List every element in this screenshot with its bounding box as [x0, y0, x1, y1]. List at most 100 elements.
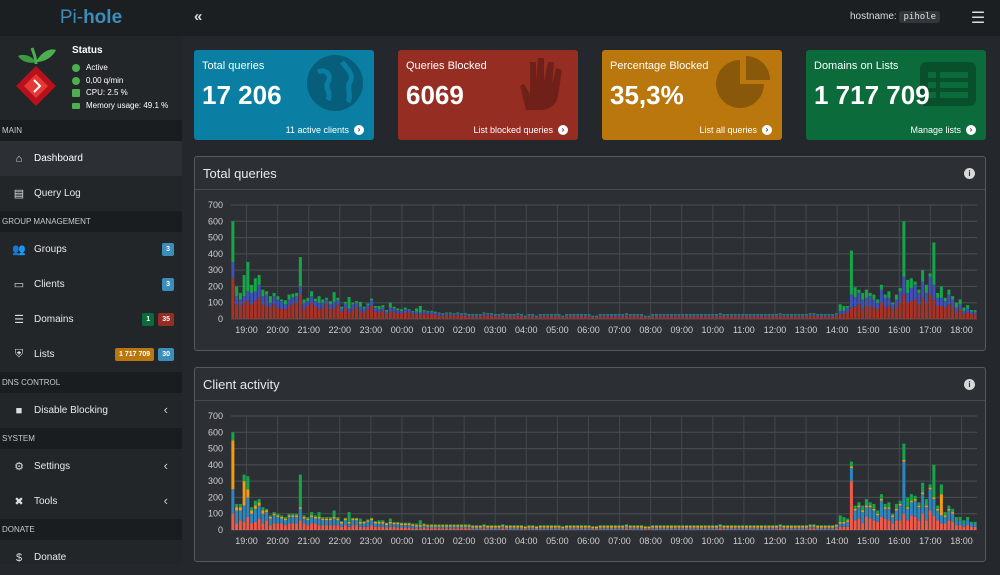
- bar-segment: [535, 316, 539, 318]
- sidebar-item-clients[interactable]: ▭ Clients 3: [0, 267, 182, 302]
- bar-segment: [381, 520, 385, 522]
- bar-segment: [415, 526, 419, 529]
- bar-segment: [737, 314, 741, 317]
- sidebar-item-settings[interactable]: ⚙ Settings ‹: [0, 449, 182, 484]
- bar-segment: [362, 306, 366, 309]
- bar-segment: [475, 314, 479, 317]
- bar-segment: [343, 520, 347, 526]
- bar-segment: [373, 305, 377, 308]
- info-icon[interactable]: i: [964, 168, 975, 179]
- sidebar-item-domains[interactable]: ☰ Domains 1 35: [0, 302, 182, 337]
- sidebar-item-dashboard[interactable]: ⌂ Dashboard: [0, 141, 182, 176]
- bar-segment: [407, 312, 411, 319]
- bar-segment: [864, 507, 868, 517]
- card-footer-link[interactable]: List all queries ›: [699, 125, 772, 135]
- bar-segment: [550, 529, 554, 530]
- bar-segment: [287, 523, 291, 530]
- bar-segment: [400, 313, 404, 319]
- bar-segment: [759, 314, 763, 315]
- bar-segment: [684, 527, 688, 530]
- bar-segment: [624, 526, 628, 529]
- bar-segment: [703, 316, 707, 319]
- sidebar-item-groups[interactable]: 👥 Groups 3: [0, 232, 182, 267]
- bar-segment: [535, 529, 539, 530]
- bar-segment: [801, 316, 805, 319]
- bar-segment: [876, 309, 880, 319]
- bar-segment: [628, 314, 632, 315]
- bar-segment: [467, 524, 471, 526]
- bar-segment: [295, 513, 299, 516]
- bar-segment: [887, 502, 891, 508]
- bar-segment: [505, 525, 509, 526]
- brand-logo[interactable]: Pi-hole: [0, 0, 182, 36]
- sidebar-toggle-button[interactable]: «: [194, 8, 203, 25]
- bar-segment: [714, 525, 718, 528]
- bar-segment: [868, 518, 872, 530]
- bar-segment: [658, 529, 662, 530]
- bar-segment: [261, 296, 265, 305]
- x-tick-label: 05:00: [546, 325, 569, 335]
- bar-segment: [636, 316, 640, 319]
- bar-segment: [467, 316, 471, 319]
- bar-segment: [287, 515, 291, 517]
- bar-segment: [265, 305, 269, 319]
- card-footer-link[interactable]: List blocked queries ›: [473, 125, 568, 135]
- bar-segment: [729, 529, 733, 530]
- bar-segment: [441, 526, 445, 529]
- bar-segment: [445, 312, 449, 314]
- bar-segment: [272, 296, 276, 305]
- card-domains-on-lists: Domains on Lists 1 717 709 Manage lists ›: [806, 50, 986, 140]
- bar-segment: [846, 312, 850, 319]
- sidebar-item-donate[interactable]: $ Donate: [0, 540, 182, 575]
- panel-total-queries: Total queries i 0 100 200 300 400 500 600 700 19…: [194, 156, 986, 351]
- bar-segment: [321, 518, 325, 521]
- bar-segment: [538, 527, 542, 530]
- bar-segment: [598, 525, 602, 526]
- bar-segment: [703, 529, 707, 530]
- sidebar-item-lists[interactable]: ⛨ Lists 1 717 709 30: [0, 337, 182, 372]
- bar-segment: [523, 525, 527, 527]
- bar-segment: [388, 302, 392, 308]
- bar-segment: [242, 521, 246, 530]
- menu-icon[interactable]: ☰: [970, 10, 986, 27]
- sidebar-item-disable-blocking[interactable]: ■ Disable Blocking ‹: [0, 393, 182, 428]
- bar-segment: [340, 526, 344, 530]
- bar-segment: [463, 313, 467, 315]
- donate-icon: $: [15, 551, 23, 564]
- bar-segment: [658, 525, 662, 528]
- bar-segment: [752, 525, 756, 528]
- bar-segment: [954, 312, 958, 319]
- bar-segment: [441, 313, 445, 315]
- bar-segment: [872, 294, 876, 300]
- bar-segment: [662, 529, 666, 530]
- bar-segment: [628, 529, 632, 530]
- bar-segment: [936, 305, 940, 319]
- bar-segment: [362, 523, 366, 527]
- bar-segment: [902, 459, 906, 462]
- bar-segment: [744, 525, 748, 526]
- bar-segment: [557, 525, 561, 526]
- bar-segment: [617, 525, 621, 526]
- bar-segment: [400, 523, 404, 526]
- bar-segment: [415, 308, 419, 312]
- status-cpu: CPU: 2.5 %: [72, 87, 168, 100]
- card-footer-link[interactable]: 11 active clients ›: [286, 125, 364, 135]
- x-tick-label: 02:00: [453, 536, 476, 546]
- bar-segment: [276, 513, 280, 516]
- sidebar-item-tools[interactable]: ✖ Tools ‹: [0, 484, 182, 519]
- bar-segment: [486, 527, 490, 530]
- bar-segment: [726, 316, 730, 319]
- info-icon[interactable]: i: [964, 379, 975, 390]
- bar-segment: [396, 524, 400, 528]
- bar-segment: [291, 516, 295, 524]
- bar-segment: [966, 525, 970, 530]
- bar-segment: [782, 314, 786, 315]
- bar-segment: [598, 316, 602, 319]
- card-footer-link[interactable]: Manage lists ›: [910, 125, 976, 135]
- bar-segment: [328, 518, 332, 521]
- bar-segment: [287, 305, 291, 319]
- bar-segment: [898, 288, 902, 292]
- sidebar-item-query-log[interactable]: ▤ Query Log: [0, 176, 182, 211]
- bar-segment: [696, 525, 700, 528]
